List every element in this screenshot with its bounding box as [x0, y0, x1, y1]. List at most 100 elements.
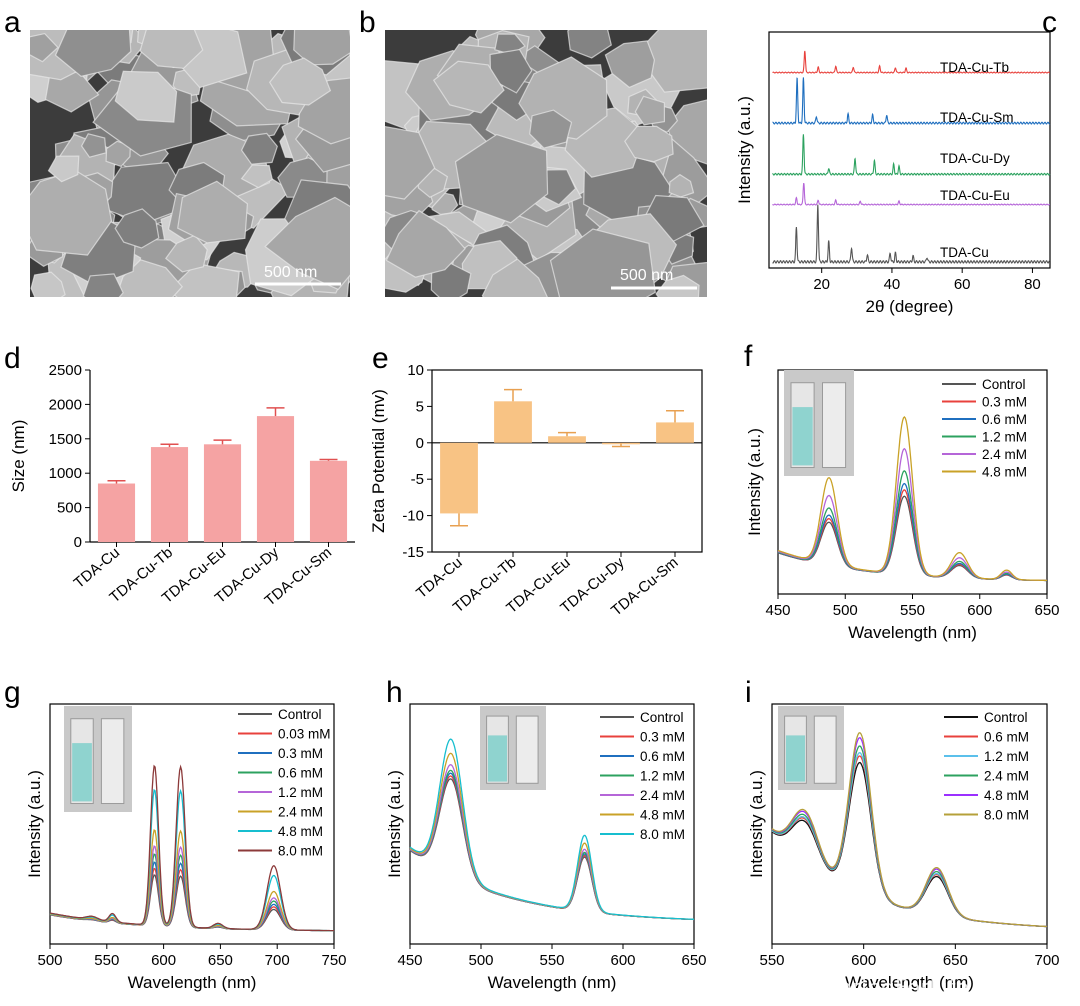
xrd-series-label: TDA-Cu-Tb [940, 60, 1009, 75]
bar-TDA-Cu [97, 483, 136, 542]
sem-crystal [668, 173, 695, 198]
sem-crystal [454, 133, 549, 224]
y-tick-label: 2000 [49, 396, 82, 413]
watermark: 知乎 @EngineeringForLife [690, 976, 969, 1001]
x-tick-label: 550 [94, 952, 119, 969]
x-tick-label: 450 [765, 602, 790, 619]
x-tick-label: 700 [265, 952, 290, 969]
x-tick-label: 750 [321, 952, 346, 969]
xrd-series-label: TDA-Cu [940, 245, 989, 260]
panel-label-f: f [744, 340, 753, 373]
sem-crystal [240, 164, 273, 189]
xrd-series-TDA-Cu [772, 204, 1051, 264]
sem-crystal [604, 40, 656, 89]
x-tick-label: 650 [681, 952, 706, 969]
cuvette-left-liquid [487, 735, 508, 782]
x-axis-label: Wavelength (nm) [128, 973, 257, 992]
sem-crystal [432, 60, 505, 114]
legend-label: 0.3 mM [278, 746, 323, 761]
legend-label: 0.6 mM [982, 412, 1027, 427]
legend-label: Control [278, 707, 322, 722]
sem-crystal [168, 262, 240, 297]
y-tick-label: 2500 [49, 362, 82, 379]
panel-label-b: b [359, 6, 376, 39]
spectrum-2.4 mM [777, 447, 1047, 582]
legend-label: 0.6 mM [984, 730, 1029, 745]
sem-image-b [385, 30, 707, 297]
legend-label: 4.8 mM [984, 788, 1029, 803]
cuvette-left-liquid [785, 735, 806, 782]
panel-label-a: a [4, 6, 21, 39]
x-tick-label: 600 [851, 952, 876, 969]
category-label: TDA-Cu [413, 554, 465, 602]
y-tick-label: -15 [402, 544, 424, 561]
sem-crystal [385, 209, 466, 278]
panel-label-i: i [745, 676, 752, 709]
x-tick-label: 450 [397, 952, 422, 969]
scale-label-a: 500 nm [264, 264, 317, 281]
legend-label: Control [984, 710, 1028, 725]
legend-label: 0.3 mM [640, 730, 685, 745]
legend-label: 0.6 mM [640, 749, 685, 764]
legend-label: 0.6 mM [278, 766, 323, 781]
panel-label-d: d [4, 342, 21, 375]
legend-label: 8.0 mM [640, 827, 685, 842]
y-tick-label: 1500 [49, 431, 82, 448]
bar-TDA-Cu-Sm [309, 460, 348, 542]
y-axis-label: Intensity (a.u.) [747, 770, 766, 878]
bar-TDA-Cu-Tb [150, 447, 189, 542]
legend-label: 2.4 mM [640, 788, 685, 803]
chart-h: h 450 500 550 600 650 Wavelength (nm) Intensity… [385, 676, 707, 992]
spectrum-1.2 mM [777, 470, 1047, 582]
chart-d: d05001000150020002500TDA-CuTDA-Cu-TbTDA-… [4, 342, 355, 610]
panel-label-c: c [1042, 6, 1057, 39]
cuvette-right [822, 382, 847, 469]
cuvette-right [813, 715, 837, 784]
x-axis-label: Wavelength (nm) [848, 623, 977, 642]
legend-label: 2.4 mM [278, 805, 323, 820]
sem-grains [30, 30, 350, 297]
x-tick-label: 600 [151, 952, 176, 969]
legend-label: Control [640, 710, 684, 725]
x-tick-label: 550 [900, 602, 925, 619]
chart-e: e-15-10-50510TDA-CuTDA-Cu-TbTDA-Cu-EuTDA… [369, 342, 703, 620]
y-tick-label: -10 [402, 508, 424, 525]
y-axis-label: Intensity (a.u.) [735, 96, 754, 204]
x-tick-label: 500 [468, 952, 493, 969]
chart-f: f 450 500 550 600 650 Wavelength (nm) Intensity… [744, 340, 1060, 642]
x-tick-label: 500 [37, 952, 62, 969]
legend-label: 4.8 mM [982, 465, 1027, 480]
y-tick-label: -5 [411, 471, 424, 488]
sem-crystal [549, 228, 656, 297]
cuvette-left-liquid [792, 407, 813, 466]
sem-crystal [114, 70, 178, 123]
xrd-series-label: TDA-Cu-Sm [940, 110, 1014, 125]
panel-label-e: e [372, 342, 389, 375]
xrd-series-TDA-Cu-Tb [772, 50, 1051, 74]
sem-crystal [114, 208, 160, 249]
y-tick-label: 10 [407, 362, 424, 379]
legend-label: 1.2 mM [984, 749, 1029, 764]
legend-label: 0.3 mM [982, 395, 1027, 410]
legend-label: 4.8 mM [640, 808, 685, 823]
legend-label: 2.4 mM [984, 769, 1029, 784]
sem-grains [385, 30, 707, 297]
spectrum-8.0 mM [409, 738, 694, 920]
x-tick-label: 650 [943, 952, 968, 969]
chart-i: i 550 600 650 700 Wavelength (nm) Intensity (a… [745, 676, 1060, 992]
bar-TDA-Cu-Eu [548, 436, 586, 443]
bar-TDA-Cu-Eu [203, 444, 242, 542]
bar-TDA-Cu-Dy [256, 416, 295, 542]
y-axis-label: Intensity (a.u.) [385, 770, 404, 878]
legend-label: 8.0 mM [278, 844, 323, 859]
cuvette-right [100, 718, 125, 805]
legend-label: 8.0 mM [984, 808, 1029, 823]
xrd-series-TDA-Cu-Eu [772, 182, 1051, 206]
y-axis-label: Size (nm) [9, 420, 28, 493]
sem-crystal [54, 30, 132, 77]
xrd-series-label: TDA-Cu-Dy [940, 151, 1010, 166]
spectrum-8.0 mM [771, 732, 1048, 928]
sem-crystal [624, 125, 674, 163]
spectrum-4.8 mM [777, 416, 1047, 582]
